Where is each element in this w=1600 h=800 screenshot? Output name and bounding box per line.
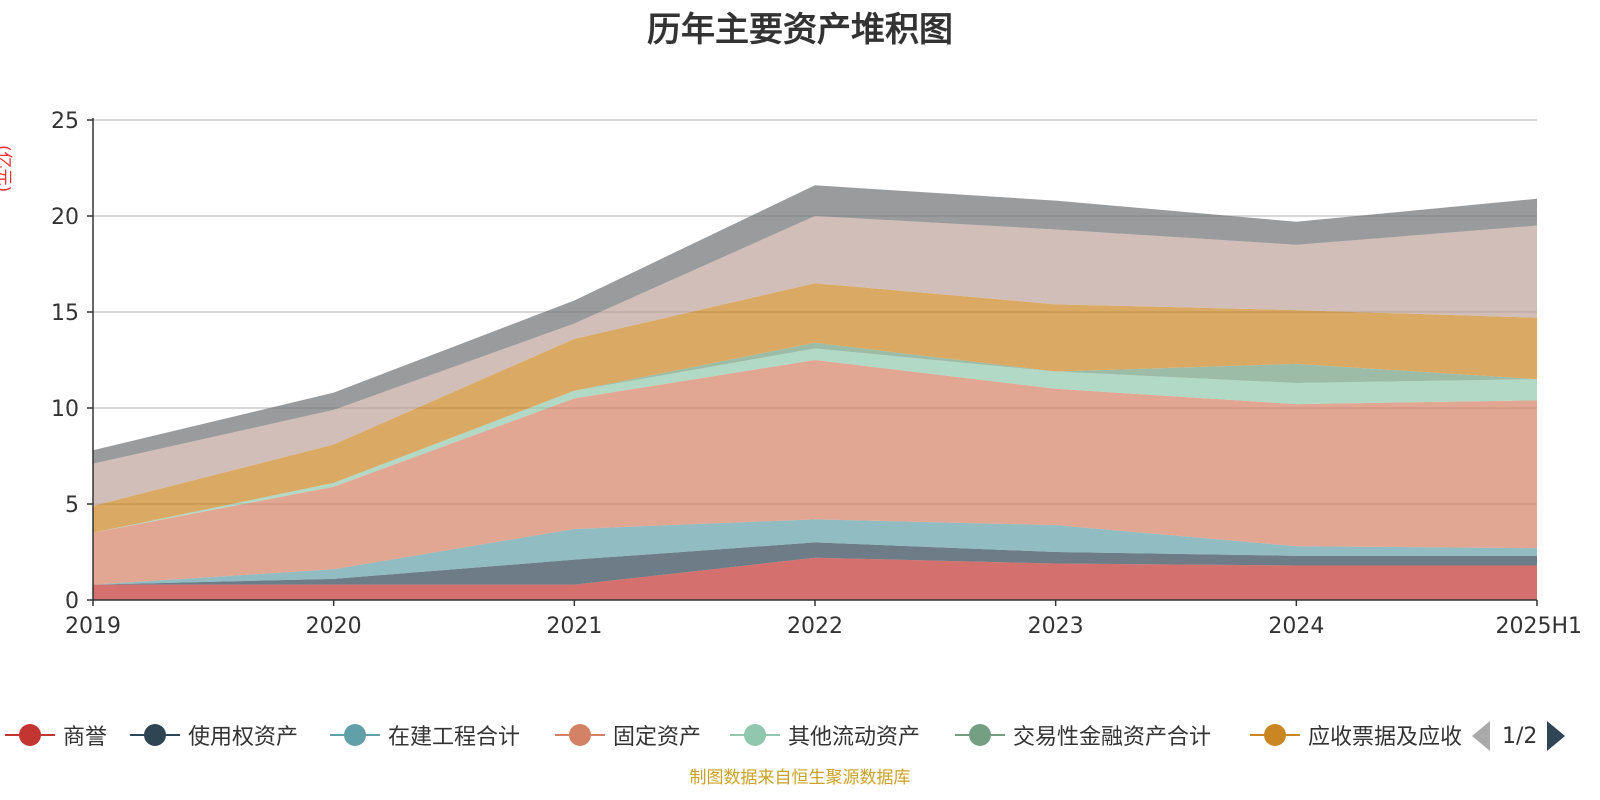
legend-label: 商誉 bbox=[63, 725, 108, 750]
legend-marker-icon bbox=[730, 723, 780, 747]
legend-label: 应收票据及应收 bbox=[1308, 725, 1463, 750]
x-tick-label: 2020 bbox=[306, 614, 362, 639]
x-tick-label: 2025H1 bbox=[1495, 614, 1582, 639]
y-tick-label: 5 bbox=[65, 493, 79, 518]
area-series-6 bbox=[93, 283, 1537, 533]
area-series-0 bbox=[93, 557, 1537, 600]
chart-legend: 商誉 使用权资产 在建工程合计 固定资产 其他流动资产 交易性金融资产合计 应收票据及应收 bbox=[0, 715, 1600, 755]
x-tick-label: 2023 bbox=[1028, 614, 1084, 639]
x-tick-label: 2022 bbox=[787, 614, 843, 639]
legend-prev-page-icon[interactable] bbox=[1472, 721, 1490, 751]
legend-marker-icon bbox=[5, 723, 55, 747]
legend-item[interactable]: 应收票据及应收 bbox=[1250, 715, 1462, 755]
chart-title: 历年主要资产堆积图 bbox=[647, 10, 953, 50]
legend-item[interactable]: 商誉 bbox=[5, 715, 107, 755]
legend-item[interactable]: 固定资产 bbox=[555, 715, 701, 755]
y-tick-label: 15 bbox=[51, 301, 79, 326]
legend-item[interactable]: 使用权资产 bbox=[130, 715, 298, 755]
legend-item[interactable]: 在建工程合计 bbox=[330, 715, 520, 755]
y-tick-label: 10 bbox=[51, 397, 79, 422]
y-tick-label: 25 bbox=[51, 109, 79, 134]
y-tick-label: 20 bbox=[51, 205, 79, 230]
legend-label: 其他流动资产 bbox=[788, 725, 921, 750]
y-tick-label: 0 bbox=[65, 589, 79, 614]
x-tick-label: 2019 bbox=[65, 614, 121, 639]
legend-label: 固定资产 bbox=[613, 725, 702, 750]
legend-label: 在建工程合计 bbox=[388, 725, 521, 750]
area-series-4 bbox=[93, 348, 1537, 533]
legend-pager: 1/2 bbox=[1472, 718, 1566, 754]
legend-item[interactable]: 其他流动资产 bbox=[730, 715, 920, 755]
legend-marker-icon bbox=[130, 723, 180, 747]
area-series-7 bbox=[93, 216, 1537, 506]
area-series-layer bbox=[93, 185, 1537, 600]
data-source-footer: 制图数据来自恒生聚源数据库 bbox=[689, 768, 911, 788]
area-series-1 bbox=[93, 542, 1537, 585]
legend-item[interactable]: 交易性金融资产合计 bbox=[955, 715, 1211, 755]
legend-marker-icon bbox=[955, 723, 1005, 747]
legend-page-indicator: 1/2 bbox=[1502, 723, 1538, 749]
x-tick-label: 2021 bbox=[546, 614, 602, 639]
legend-marker-icon bbox=[1250, 723, 1300, 747]
legend-marker-icon bbox=[330, 723, 380, 747]
legend-next-page-icon[interactable] bbox=[1547, 721, 1566, 751]
legend-marker-icon bbox=[555, 723, 605, 747]
area-series-3 bbox=[93, 360, 1537, 585]
axes: 0 5 10 15 20 25 2019 2020 2021 2022 2023 2024 2025H1 bbox=[51, 109, 1582, 639]
legend-label: 使用权资产 bbox=[188, 725, 299, 750]
legend-label: 交易性金融资产合计 bbox=[1013, 725, 1212, 750]
x-tick-label: 2024 bbox=[1268, 614, 1324, 639]
area-series-8 bbox=[93, 185, 1537, 464]
